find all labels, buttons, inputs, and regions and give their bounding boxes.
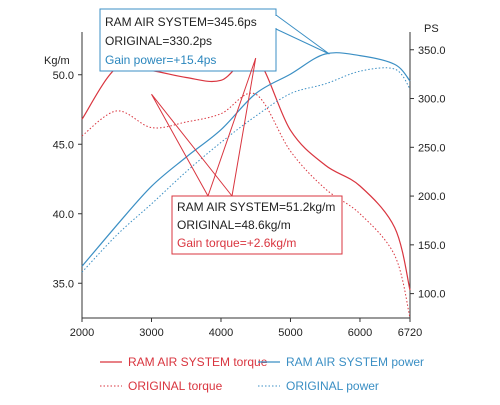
power-callout-pointer [275,14,330,55]
original-torque-line-point-9 [394,255,395,256]
right-tick-label-5: 350.0 [418,45,446,57]
ram-air-power-line-point-10 [409,80,410,81]
x-tick-label-5: 6720 [398,327,422,339]
ram-air-power-line-point-4 [220,129,221,130]
right-tick-label-0: 100.0 [418,289,446,301]
left-tick-label-1: 40.0 [53,209,74,221]
legend-original-torque-label: ORIGINAL torque [128,379,223,393]
original-torque-line-point-0 [81,135,82,136]
ram-air-torque-line-point-0 [81,119,82,120]
ram-air-torque-line-point-10 [409,290,410,291]
original-power-line [81,67,411,273]
original-power-line-point-1 [116,235,117,236]
right-tick-label-4: 300.0 [418,94,446,106]
axes-layer: Kg/m PS 2000 3000 4000 5000 6000 6720 35.0 40.0 45… [44,23,446,339]
x-tick-label-1: 3000 [139,327,163,339]
torque-callout-pointer-original [151,93,233,197]
ram-air-torque-line-point-8 [359,185,360,186]
power-callout-ram: RAM AIR SYSTEM=345.6ps [105,15,257,29]
legend-original-power-label: ORIGINAL power [286,379,379,393]
torque-callout-pointer-ram [207,57,257,197]
legend-ram-air-torque-label: RAM AIR SYSTEM torque [128,355,268,369]
ram-air-torque-line-point-4 [220,80,221,81]
right-tick-label-2: 200.0 [418,191,446,203]
ram-air-torque-line-point-7 [325,165,326,166]
ram-air-power-line-point-2 [151,186,152,187]
torque-callout-ram: RAM AIR SYSTEM=51.2kg/m [177,200,335,214]
torque-callout-box [171,195,343,255]
left-tick-label-2: 45.0 [53,139,74,151]
left-tick-label-3: 50.0 [53,70,74,82]
ram-air-power-line-point-1 [116,225,117,226]
original-power-line-point-2 [151,203,152,204]
ram-air-power-line-point-6 [290,74,291,75]
x-tick-label-2: 4000 [209,327,233,339]
torque-callout-gain: Gain torque=+2.6kg/m [177,236,296,250]
x-tick-label-0: 2000 [70,327,94,339]
original-torque-line-point-10 [409,317,410,318]
original-power-line-point-7 [325,83,326,84]
original-torque-line-point-7 [325,188,326,189]
ram-air-power-line-point-0 [81,266,82,267]
power-callout-original: ORIGINAL=330.2ps [105,34,212,48]
left-tick-label-0: 35.0 [53,278,74,290]
right-tick-label-3: 250.0 [418,142,446,154]
original-torque-line-point-2 [151,127,152,128]
series-layer [81,52,411,319]
ram-air-power-line-point-9 [394,64,395,65]
legend-layer: RAM AIR SYSTEM torque RAM AIR SYSTEM powe… [100,355,424,393]
power-callout-gain: Gain power=+15.4ps [105,53,216,67]
ram-air-torque-line-point-9 [394,227,395,228]
original-torque-line-point-4 [220,113,221,114]
original-power-line-point-4 [220,142,221,143]
original-torque-line-point-3 [186,121,187,122]
original-power-line-point-8 [359,71,360,72]
ram-air-power-line-point-5 [255,93,256,94]
original-power-line-point-5 [255,116,256,117]
torque-callout-original: ORIGINAL=48.6kg/m [177,218,291,232]
original-power-line-point-3 [186,171,187,172]
callout-layer: RAM AIR SYSTEM=345.6ps ORIGINAL=330.2ps Ga… [99,8,343,255]
original-power-line-point-10 [409,88,410,89]
x-tick-label-3: 5000 [278,327,302,339]
x-tick-label-4: 6000 [348,327,372,339]
ram-air-torque-line [81,55,411,291]
ram-air-power-line [81,52,411,267]
power-callout-box [99,8,277,72]
ram-air-power-line-point-7 [325,53,326,54]
original-power-line-point-0 [81,272,82,273]
ram-air-power-line-point-8 [359,55,360,56]
original-power-line-point-6 [290,93,291,94]
right-axis-title: PS [424,23,439,35]
ram-air-torque-line-point-3 [186,77,187,78]
original-torque-line-point-1 [116,110,117,111]
original-torque-line-point-6 [290,151,291,152]
original-torque-line-point-8 [359,213,360,214]
legend-ram-air-power-label: RAM AIR SYSTEM power [286,355,424,369]
original-power-line-point-9 [394,69,395,70]
left-axis-title: Kg/m [44,55,70,67]
ram-air-torque-line-point-6 [290,130,291,131]
right-tick-label-1: 150.0 [418,240,446,252]
